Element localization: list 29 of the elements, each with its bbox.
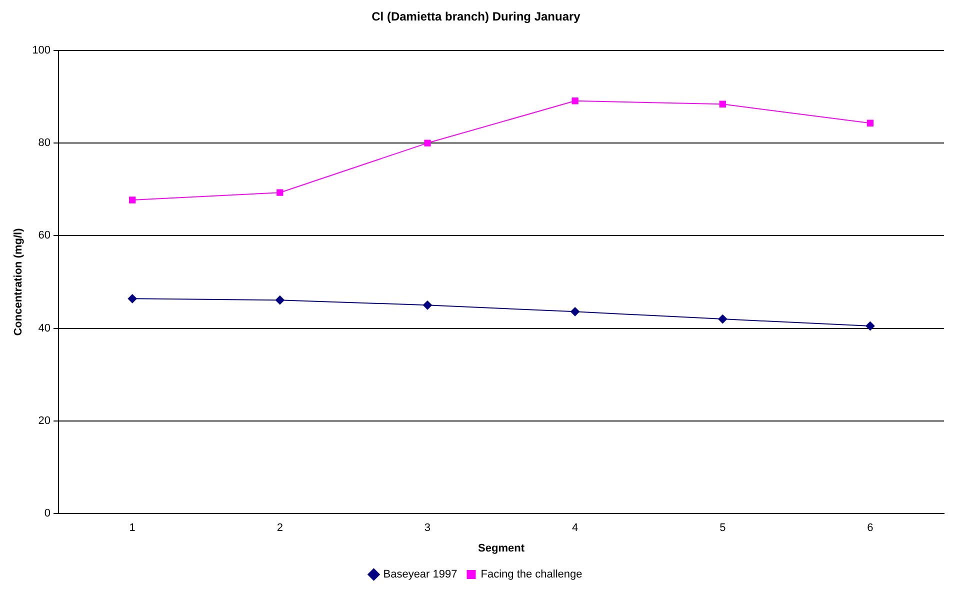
x-axis-title: Segment [478, 542, 525, 554]
point [719, 100, 726, 108]
y-tick-label: 60 [38, 230, 51, 242]
y-tick-label: 20 [38, 414, 51, 427]
y-tick-label: 80 [38, 137, 51, 150]
y-tick-label: 100 [32, 44, 51, 56]
point [866, 322, 875, 331]
x-tick-label: 4 [572, 522, 578, 534]
point [422, 300, 432, 310]
y-axis-title: Concentration (mg/l) [12, 228, 25, 336]
chart-title: Cl (Damietta branch) During January [372, 10, 581, 24]
x-tick-label: 6 [867, 522, 874, 534]
point [866, 120, 874, 126]
point [570, 307, 580, 316]
point [572, 98, 578, 104]
y-tick-label: 0 [44, 508, 51, 520]
point [276, 189, 284, 196]
point [424, 140, 431, 146]
legend-label: Baseyear 1997 [383, 568, 458, 581]
x-tick-label: 3 [424, 522, 431, 534]
x-tick-label: 2 [276, 522, 283, 534]
point [128, 294, 137, 304]
x-tick-label: 1 [129, 522, 136, 534]
point [718, 314, 728, 324]
legend-label: Facing the challenge [480, 568, 582, 581]
point [129, 196, 136, 204]
point [275, 296, 284, 305]
y-tick-label: 40 [38, 322, 51, 334]
x-tick-label: 5 [720, 522, 726, 534]
